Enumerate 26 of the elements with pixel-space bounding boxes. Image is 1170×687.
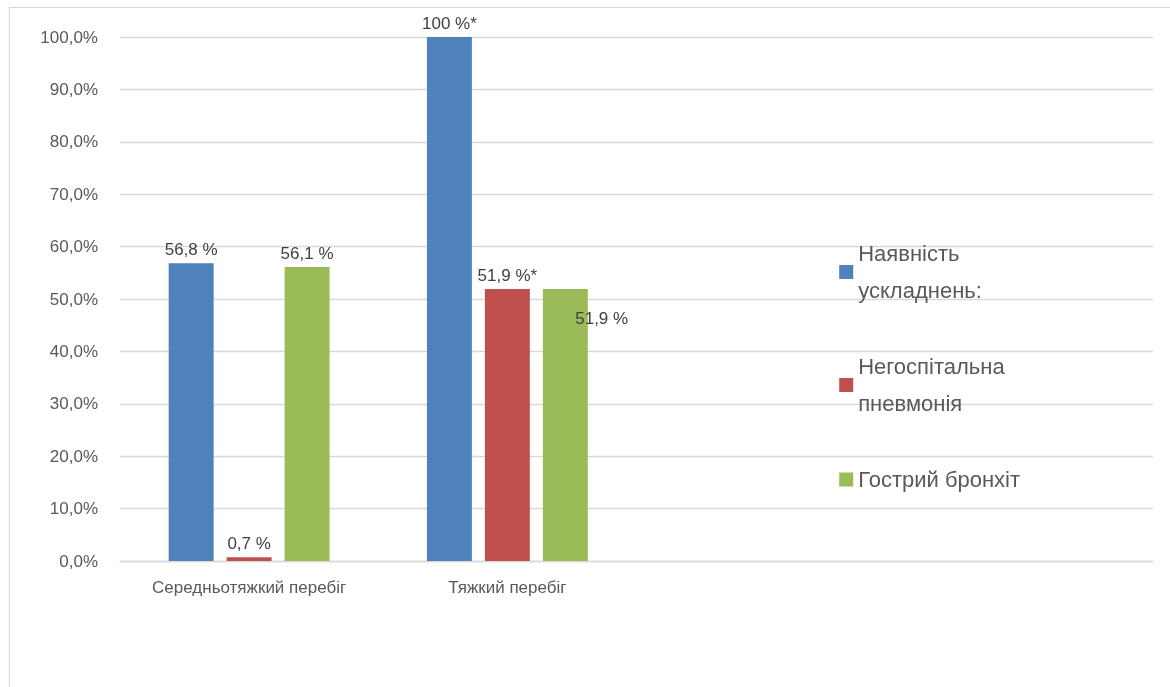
data-label: 56,8 % (164, 240, 218, 260)
bar (226, 557, 272, 561)
y-tick-label: 80,0% (49, 132, 98, 152)
y-tick-label: 10,0% (49, 499, 98, 519)
x-tick-label: Середньотяжкий перебіг (152, 578, 347, 597)
y-tick-label: 30,0% (49, 394, 98, 414)
data-label: 100 %* (421, 14, 478, 33)
y-tick-label: 100,0% (40, 27, 98, 47)
legend-label: Наявність ускладнень: (858, 241, 982, 303)
y-tick-label: 0,0% (59, 551, 98, 571)
y-tick-label: 20,0% (49, 446, 98, 466)
legend-label: Негоспітальна пневмонія (858, 354, 1006, 416)
bar (484, 289, 530, 561)
bar (284, 267, 330, 561)
bar (426, 37, 472, 561)
y-tick-label: 60,0% (49, 237, 98, 257)
y-tick-label: 50,0% (49, 289, 98, 309)
y-tick-label: 70,0% (49, 184, 98, 204)
data-label: 56,1 % (280, 244, 334, 264)
bar (168, 263, 214, 561)
data-label: 51,9 %* (477, 266, 538, 286)
legend-label: Гострий бронхіт (858, 467, 1021, 492)
y-tick-label: 90,0% (49, 79, 98, 99)
y-tick-label: 40,0% (49, 341, 98, 361)
x-tick-label: Тяжкий перебіг (448, 578, 567, 597)
data-label: 0,7 % (227, 534, 271, 554)
